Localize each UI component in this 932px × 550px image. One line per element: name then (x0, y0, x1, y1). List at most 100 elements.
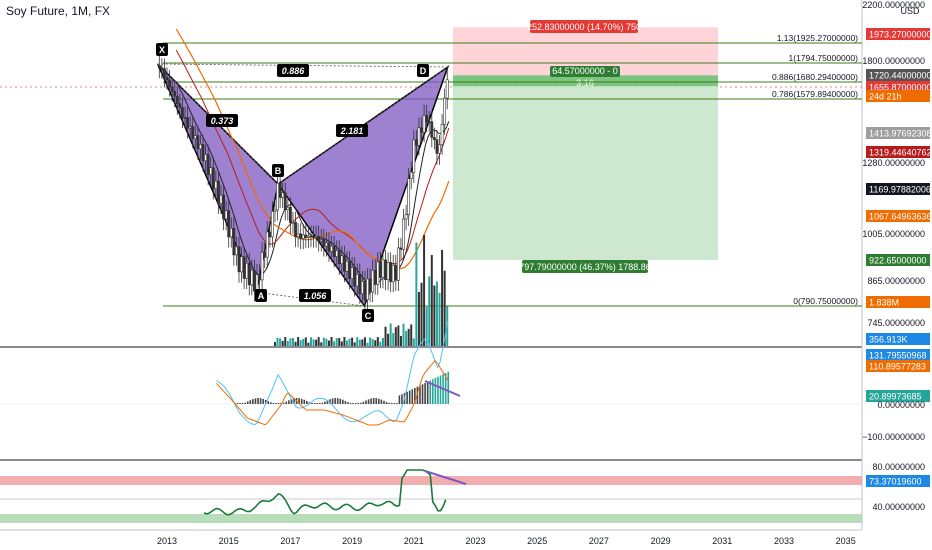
candle-body (168, 79, 171, 88)
macd-tick: 0.00000000 (877, 400, 925, 410)
candle-body (430, 121, 434, 138)
volume-bar (284, 337, 287, 346)
volume-bar (415, 242, 418, 346)
candle-body (183, 117, 187, 119)
macd-histogram-bar (259, 398, 262, 404)
candle-body (335, 250, 339, 257)
pattern-xab (157, 63, 279, 295)
macd-histogram-bar (437, 376, 439, 404)
candle-body (366, 278, 369, 300)
candle-body (348, 260, 351, 279)
time-tick: 2025 (527, 536, 547, 546)
candle-body (286, 206, 290, 210)
candle-body (301, 234, 305, 239)
target-label: 797.79000000 (46.37%) 1788.86 (519, 262, 651, 272)
price-tag: 356.913K (869, 335, 908, 345)
candle-body (188, 126, 192, 129)
ratio-label-bg (277, 64, 309, 77)
candle-body (229, 228, 233, 238)
candle-body (399, 247, 403, 250)
candle-body (355, 274, 359, 287)
price-tag-bg (866, 90, 930, 102)
macd-histogram-bar (383, 400, 385, 404)
pattern-labels: X A B C D 0.886 0.373 2.181 1.056 (156, 43, 429, 322)
entry-label-2: 3.16 (576, 78, 594, 88)
macd-histogram-bar (324, 401, 326, 404)
candle-body (175, 95, 179, 104)
chart-title: Soy Future, 1M, FX (6, 4, 111, 18)
macd-divergence-line (424, 380, 461, 397)
candle-body (330, 245, 333, 252)
volume-bar (309, 337, 312, 346)
volume-bar (330, 337, 333, 346)
rsi-tick: 80.00000000 (872, 462, 925, 472)
volume-bar (299, 340, 302, 346)
macd-histogram-bar (378, 398, 380, 404)
candle-body (255, 274, 259, 292)
volume-bar (407, 328, 410, 346)
candle-body (420, 127, 423, 133)
macd-histogram-bar (236, 403, 239, 404)
candle-body (443, 97, 447, 125)
candle-body (294, 221, 297, 237)
macd-histogram-bar (280, 403, 282, 404)
macd-histogram-bar (277, 403, 280, 404)
price-tag: 922.65000000 (869, 256, 927, 266)
volume-bar (366, 342, 369, 346)
volume-bar (402, 323, 405, 346)
macd-histogram-bar (398, 395, 401, 404)
rsi-oversold-band (0, 514, 862, 523)
time-tick: 2031 (712, 536, 732, 546)
candle-body (224, 210, 228, 220)
harmonic-pattern (157, 63, 450, 308)
candle-body (245, 262, 249, 279)
macd-histogram-bar (421, 384, 424, 404)
price-tag-bg (866, 333, 930, 345)
signal-line (216, 359, 449, 426)
volume-bar (428, 276, 431, 346)
macd-histogram-bar (331, 398, 334, 404)
entry-band (453, 75, 718, 87)
volume-bar (399, 336, 402, 346)
macd-histogram-bar (411, 389, 414, 404)
candle-body (438, 144, 441, 154)
macd-histogram-bar (249, 400, 252, 404)
macd-histogram-bar (385, 402, 388, 404)
candle-body (309, 235, 313, 238)
time-axis: 2013 2015 2017 2019 2021 2023 2025 2027 2029 2031… (0, 529, 862, 546)
macd-tag: 20.89973685 (869, 392, 922, 402)
volume-bar (443, 270, 446, 346)
ma-black (175, 81, 450, 286)
macd-histogram-bar (365, 400, 367, 404)
candle-body (181, 107, 184, 118)
volume-bar (356, 337, 359, 346)
fib-level-label: 0.786(1579.89400000) (772, 89, 858, 99)
candle-body (250, 270, 254, 286)
macd-histogram-bar (313, 403, 316, 404)
candle-body (360, 281, 364, 295)
candle-body (265, 231, 269, 258)
candle-body (340, 255, 344, 265)
candle-body (368, 278, 372, 293)
macd-histogram-bar (239, 403, 241, 404)
point-label-bg (362, 309, 374, 322)
volume-bar (345, 340, 348, 346)
price-tag: 1319.44640762 (869, 148, 932, 158)
candle-body (163, 68, 166, 78)
macd-histogram-bar (321, 402, 324, 404)
point-label-C: C (365, 311, 372, 321)
point-label-bg (255, 289, 267, 302)
volume-bar (279, 338, 282, 346)
volume-bar (392, 333, 395, 346)
macd-histogram-bar (360, 402, 362, 404)
volume-bar (410, 324, 413, 346)
candle-body (414, 139, 418, 146)
volume-bar (376, 337, 379, 346)
candle-body (258, 274, 261, 281)
macd-histogram-bar (390, 403, 393, 404)
volume-bar (363, 337, 366, 346)
candle-body (404, 214, 408, 220)
candle-body (371, 270, 375, 293)
macd-histogram-bar (257, 398, 259, 404)
